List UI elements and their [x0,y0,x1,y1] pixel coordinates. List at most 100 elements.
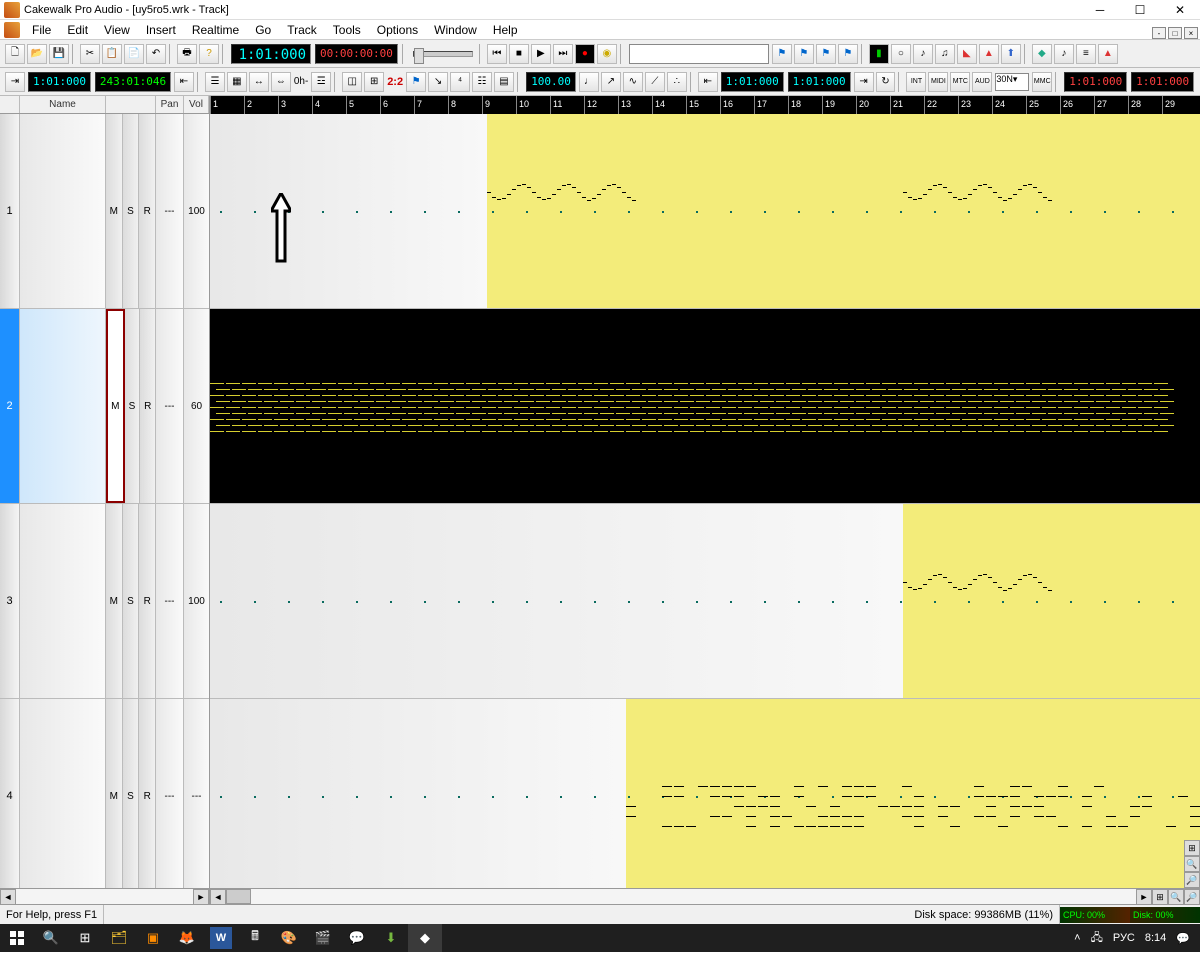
tray-chevron[interactable]: ˄ [1074,932,1080,944]
tool-btn-7[interactable]: ▤ [494,72,514,92]
snap-btn-5[interactable]: ☲ [311,72,331,92]
track-row[interactable]: 3MSR---100 [0,504,209,699]
open-button[interactable]: 📂 [27,44,47,64]
track-row[interactable]: 4MSR------ [0,699,209,888]
menu-options[interactable]: Options [369,21,426,39]
stop-button[interactable]: ■ [509,44,529,64]
mdi-restore[interactable]: □ [1168,27,1182,39]
rewind-button[interactable]: ⏮ [487,44,507,64]
scroll-right[interactable]: ► [193,889,209,905]
punch-out[interactable]: 1:01:000 [1131,72,1194,92]
mute-button[interactable]: M [106,309,125,503]
mdi-close[interactable]: × [1184,27,1198,39]
goto-end-button[interactable]: ⇤ [174,72,194,92]
movie-icon[interactable]: 🎬 [306,924,340,952]
help-button[interactable]: ? [199,44,219,64]
media-icon[interactable]: ▣ [136,924,170,952]
track-pan[interactable]: --- [156,699,184,888]
now-time[interactable]: 1:01:000 [28,72,91,92]
copy-button[interactable]: 📋 [102,44,122,64]
loop-toggle[interactable]: ↻ [876,72,896,92]
snap-btn-4[interactable]: ⇔ [271,72,291,92]
track-number[interactable]: 2 [0,309,20,503]
loop-set-from[interactable]: ⇤ [698,72,718,92]
time-ruler[interactable]: 1234567891011121314151617181920212223242… [210,96,1200,114]
cut-button[interactable]: ✂ [80,44,100,64]
sync-rate-combo[interactable]: 30N▾ [995,73,1029,91]
menu-go[interactable]: Go [247,21,279,39]
track-name-cell[interactable] [20,114,106,308]
minimize-button[interactable]: ─ [1080,0,1120,20]
track-name-cell[interactable] [20,699,106,888]
from-time[interactable]: 1:01:000 [721,72,784,92]
menu-realtime[interactable]: Realtime [184,21,247,39]
sync-mmc[interactable]: MMC [1032,72,1052,92]
arm-button[interactable]: R [139,504,156,698]
track-pan[interactable]: --- [156,309,184,503]
menu-insert[interactable]: Insert [138,21,184,39]
paint-icon[interactable]: 🎨 [272,924,306,952]
snap-btn-3[interactable]: ↔ [249,72,269,92]
punch-in[interactable]: 1:01:000 [1064,72,1127,92]
track-row[interactable]: 1MSR---100 [0,114,209,309]
view-btn-1[interactable]: ▮ [869,44,889,64]
col-name[interactable]: Name [20,96,106,113]
view-btn-3[interactable]: ♪ [913,44,933,64]
tl-scroll-left[interactable]: ◄ [210,889,226,905]
show-all-icon[interactable]: ⊞ [1184,840,1200,856]
auto-button[interactable]: ◉ [597,44,617,64]
chat-icon[interactable]: 💬 [340,924,374,952]
menu-file[interactable]: File [24,21,59,39]
mute-button[interactable]: M [106,504,123,698]
col-num[interactable] [0,96,20,113]
marker-2[interactable]: ⚑ [794,44,814,64]
solo-button[interactable]: S [125,309,141,503]
col-vol[interactable]: Vol [184,96,209,113]
zoom-out-h[interactable]: 🔎 [1184,889,1200,905]
menu-tools[interactable]: Tools [325,21,369,39]
search-button[interactable]: 🔍 [34,924,68,952]
explorer-icon[interactable]: 🗂 [102,924,136,952]
time-signature[interactable]: 2:2 [387,76,403,88]
track-name-cell[interactable] [20,309,106,503]
position-slider[interactable] [413,51,473,57]
cakewalk-task-icon[interactable]: ◆ [408,924,442,952]
tempo-btn-1[interactable]: ♩ [579,72,599,92]
view-btn-7[interactable]: ⬆ [1001,44,1021,64]
tempo-display[interactable]: 100.00 [526,72,576,92]
play-button[interactable]: ▶ [531,44,551,64]
tracklist-hscroll[interactable]: ◄ ► [0,888,209,904]
arm-button[interactable]: R [139,699,156,888]
tool-btn-3[interactable]: ⚑ [406,72,426,92]
marker-3[interactable]: ⚑ [816,44,836,64]
record-button[interactable]: ● [575,44,595,64]
zoom-out-v[interactable]: 🔎 [1184,872,1200,888]
view-btn-2[interactable]: ○ [891,44,911,64]
new-button[interactable]: 🗋 [5,44,25,64]
mdi-minimize[interactable]: - [1152,27,1166,39]
snap-btn-2[interactable]: ▦ [227,72,247,92]
loop-set-thru[interactable]: ⇥ [854,72,874,92]
view-btn-11[interactable]: ▲ [1098,44,1118,64]
track-number[interactable]: 1 [0,114,20,308]
solo-button[interactable]: S [123,504,140,698]
ffwd-button[interactable]: ⏭ [553,44,573,64]
track-number[interactable]: 4 [0,699,20,888]
sync-aud[interactable]: AUD [972,72,992,92]
solo-button[interactable]: S [123,114,140,308]
scroll-left[interactable]: ◄ [0,889,16,905]
firefox-icon[interactable]: 🦊 [170,924,204,952]
mute-button[interactable]: M [106,699,123,888]
track-number[interactable]: 3 [0,504,20,698]
view-btn-8[interactable]: ◆ [1032,44,1052,64]
sync-int[interactable]: INT [906,72,926,92]
tool-btn-6[interactable]: ☷ [472,72,492,92]
track-vol[interactable]: 60 [184,309,209,503]
view-btn-9[interactable]: ♪ [1054,44,1074,64]
now-time-large[interactable]: 1:01:000 [231,44,311,64]
col-msr[interactable] [106,96,156,113]
track-lane[interactable] [210,114,1200,309]
save-button[interactable]: 💾 [49,44,69,64]
word-icon[interactable]: W [210,927,232,949]
sync-mtc[interactable]: MTC [950,72,970,92]
